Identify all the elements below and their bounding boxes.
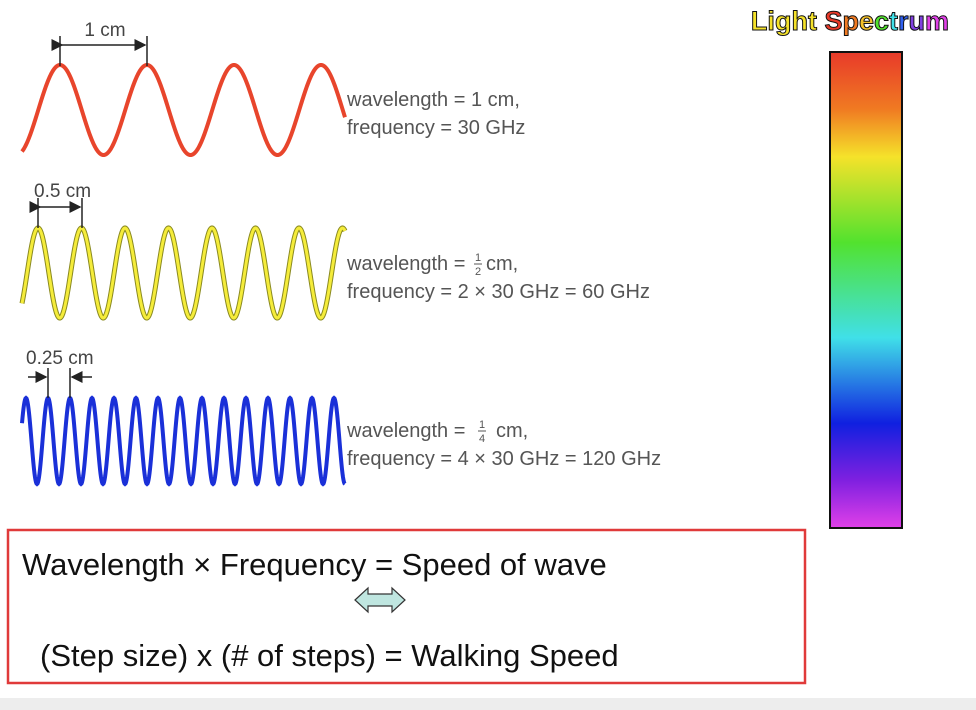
fraction-denominator: 4 [479, 433, 485, 445]
equivalence-arrow [354, 586, 406, 614]
dimension-markers [28, 36, 148, 398]
spectrum-bar [829, 51, 903, 529]
formula-line: (Step size) x (# of steps) = Walking Spe… [40, 638, 619, 673]
wave [20, 395, 347, 487]
spacing-label: 0.25 cm [26, 348, 94, 369]
fraction-numerator: 1 [475, 252, 481, 264]
bottom-bar [0, 698, 976, 710]
wave [20, 226, 347, 320]
formula-line: Wavelength × Frequency = Speed of wave [22, 547, 607, 582]
wave [20, 62, 347, 158]
wavelength-label: wavelength = [346, 420, 465, 442]
label-part: wavelength = [346, 89, 465, 111]
spacing-label: 1 cm [84, 20, 125, 41]
wavelength-label: wavelength = [346, 253, 465, 275]
spacing-label: 0.5 cm [34, 181, 91, 202]
wavelength-unit: cm, [486, 253, 518, 275]
formula-box [6, 528, 807, 685]
wavelength-label: wavelength = 1 cm, [346, 89, 520, 111]
frequency-label: frequency = 2 × 30 GHz = 60 GHz [347, 281, 650, 303]
wavelength-unit: cm, [496, 420, 528, 442]
waves [19, 62, 348, 487]
fraction-denominator: 2 [475, 266, 481, 278]
label-part: 1 cm, [471, 89, 520, 111]
spectrum-title: Light Spectrum [751, 6, 949, 36]
fraction-numerator: 1 [479, 419, 485, 431]
frequency-label: frequency = 4 × 30 GHz = 120 GHz [347, 448, 661, 470]
frequency-label: frequency = 30 GHz [347, 117, 525, 139]
